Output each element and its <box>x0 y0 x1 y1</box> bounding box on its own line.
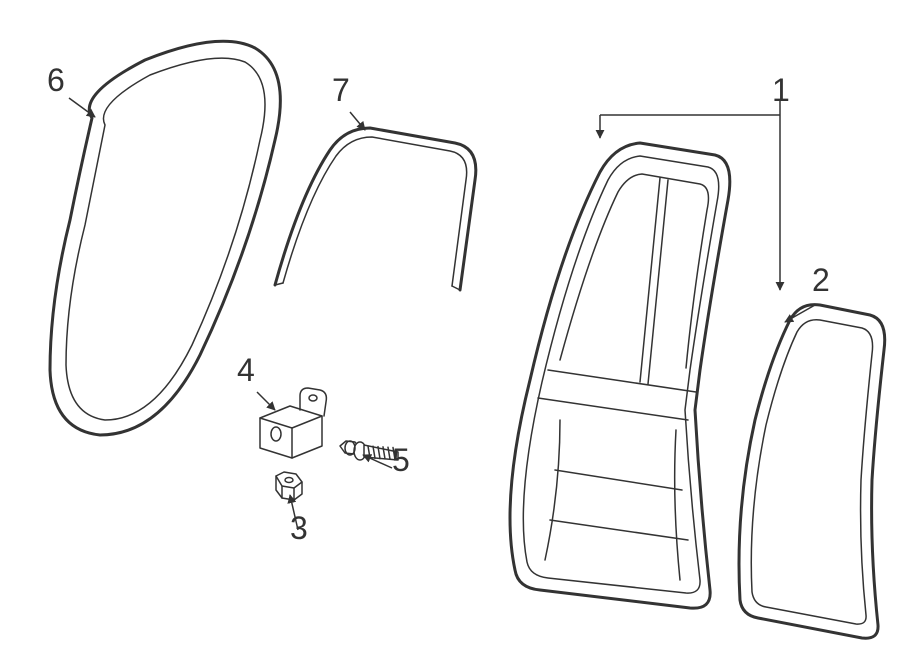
check-stop <box>260 388 326 458</box>
callout-label-3: 3 <box>290 510 308 547</box>
callout-leader <box>350 112 365 130</box>
outer-panel <box>739 305 885 639</box>
callout-label-2: 2 <box>812 262 830 299</box>
callout-label-6: 6 <box>47 62 65 99</box>
door-shell <box>510 143 730 608</box>
nut <box>276 472 302 500</box>
callout-label-5: 5 <box>392 442 410 479</box>
callout-label-7: 7 <box>332 72 350 109</box>
callout-label-1: 1 <box>772 72 790 109</box>
callout-label-4: 4 <box>237 352 255 389</box>
callout-leader <box>257 392 275 410</box>
upper-seal <box>275 128 476 290</box>
